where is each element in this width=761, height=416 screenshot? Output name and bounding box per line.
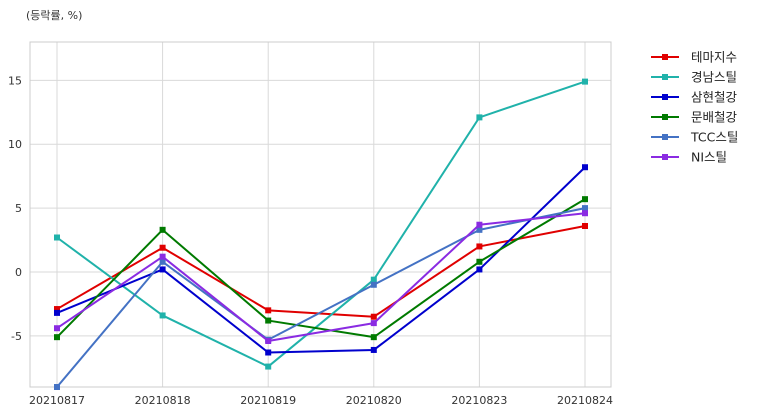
data-point: [370, 281, 377, 288]
data-point: [54, 325, 60, 332]
data-point: [370, 276, 377, 283]
data-point: [582, 223, 588, 229]
data-point: [265, 307, 272, 314]
legend-item: 문배철강: [651, 110, 738, 125]
data-point: [159, 226, 166, 233]
data-point: [476, 221, 483, 228]
x-tick-label: 20210824: [557, 394, 613, 407]
data-point: [54, 384, 60, 390]
series-line: [56, 207, 586, 388]
data-point: [159, 253, 166, 260]
series-lines: [54, 78, 588, 390]
data-point: [265, 349, 272, 356]
legend-item: 삼현철강: [651, 90, 738, 105]
data-point: [582, 196, 588, 203]
series-line: [56, 80, 586, 368]
series-line: [56, 198, 586, 339]
legend-item: TCC스틸: [651, 130, 738, 145]
y-tick-label: 15: [8, 74, 22, 87]
data-point: [159, 266, 166, 273]
data-point: [159, 312, 166, 319]
legend-label: 경남스틸: [691, 70, 737, 85]
data-point: [582, 210, 588, 217]
x-tick-label: 20210819: [240, 394, 296, 407]
data-point: [265, 317, 272, 324]
series-2: [54, 78, 588, 370]
series-line: [56, 225, 586, 318]
legend-item: NI스틸: [651, 150, 727, 165]
x-tick-label: 20210817: [29, 394, 85, 407]
x-axis-ticks: 20210817 20210818 20210819 20210820 20210823…: [29, 394, 613, 407]
legend-label: NI스틸: [691, 150, 727, 165]
legend-item: 경남스틸: [651, 70, 737, 85]
y-tick-label: -5: [11, 330, 22, 343]
data-point: [54, 306, 60, 313]
plot-frame: [29, 41, 612, 388]
data-point: [54, 334, 60, 341]
x-tick-label: 20210818: [135, 394, 191, 407]
data-point: [476, 243, 483, 250]
legend-swatch-marker: [662, 94, 668, 100]
data-point: [476, 226, 483, 233]
data-point: [582, 205, 588, 212]
y-axis-ticks: -5 0 5 10 15: [8, 74, 22, 343]
legend-swatch-marker: [662, 134, 668, 140]
x-tick-label: 20210820: [346, 394, 402, 407]
data-point: [370, 334, 377, 341]
data-point: [159, 258, 166, 265]
series-6: [54, 210, 588, 344]
legend-swatch-marker: [662, 154, 668, 160]
x-tick-label: 20210823: [451, 394, 507, 407]
data-point: [370, 346, 377, 353]
data-point: [476, 266, 483, 273]
y-tick-label: 10: [8, 138, 22, 151]
data-point: [582, 78, 588, 85]
data-point: [54, 309, 60, 316]
data-point: [265, 338, 272, 344]
legend-item: 테마지수: [651, 50, 737, 65]
legend-swatch-marker: [662, 74, 668, 80]
data-point: [476, 258, 483, 265]
legend-swatch-marker: [662, 114, 668, 120]
series-line: [56, 212, 586, 342]
y-tick-label: 0: [15, 266, 22, 279]
y-tick-label: 5: [15, 202, 22, 215]
legend-label: TCC스틸: [690, 130, 738, 145]
legend-label: 삼현철강: [691, 90, 738, 105]
legend-label: 테마지수: [691, 50, 737, 65]
data-point: [54, 234, 60, 241]
legend-label: 문배철강: [691, 110, 738, 125]
data-point: [265, 363, 272, 370]
grid: [30, 42, 611, 387]
data-point: [582, 164, 588, 171]
data-point: [476, 114, 483, 121]
unit-label: (등락률, %): [26, 9, 82, 22]
data-point: [159, 244, 166, 251]
data-point: [370, 320, 377, 327]
series-1: [54, 223, 588, 320]
legend-swatch-marker: [662, 54, 668, 60]
series-line: [56, 166, 586, 354]
data-point: [370, 313, 377, 320]
series-4: [54, 196, 588, 341]
series-5: [54, 205, 588, 390]
